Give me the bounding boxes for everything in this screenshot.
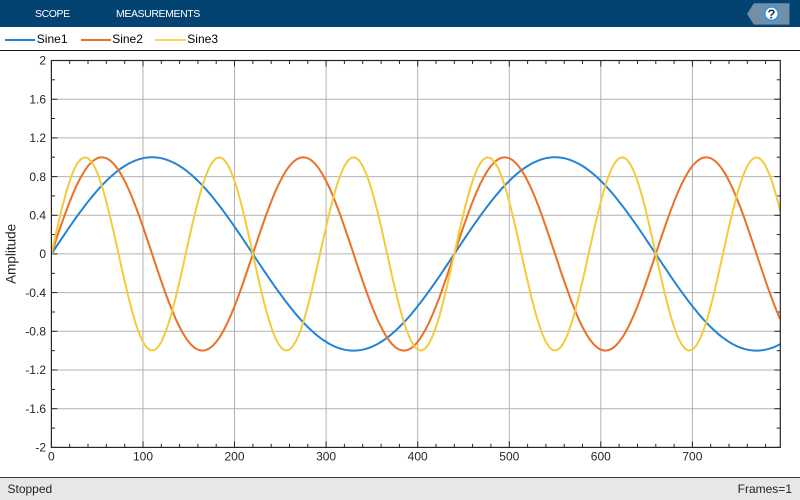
svg-text:700: 700	[682, 450, 702, 464]
svg-text:300: 300	[316, 450, 336, 464]
svg-text:1.6: 1.6	[29, 92, 46, 106]
svg-text:500: 500	[499, 450, 519, 464]
svg-text:?: ?	[768, 6, 776, 21]
svg-text:Amplitude: Amplitude	[4, 224, 19, 284]
svg-text:0: 0	[48, 450, 55, 464]
svg-text:-0.4: -0.4	[25, 286, 46, 300]
svg-text:0: 0	[39, 247, 46, 261]
svg-text:1.2: 1.2	[29, 131, 46, 145]
svg-text:400: 400	[408, 450, 428, 464]
svg-text:600: 600	[591, 450, 611, 464]
svg-text:-1.6: -1.6	[25, 402, 46, 416]
svg-text:-2: -2	[35, 441, 46, 455]
svg-text:0.4: 0.4	[29, 209, 46, 223]
svg-text:2: 2	[39, 54, 46, 68]
svg-text:100: 100	[133, 450, 153, 464]
svg-text:200: 200	[224, 450, 244, 464]
svg-text:-0.8: -0.8	[25, 325, 46, 339]
svg-text:0.8: 0.8	[29, 170, 46, 184]
svg-text:-1.2: -1.2	[25, 363, 46, 377]
